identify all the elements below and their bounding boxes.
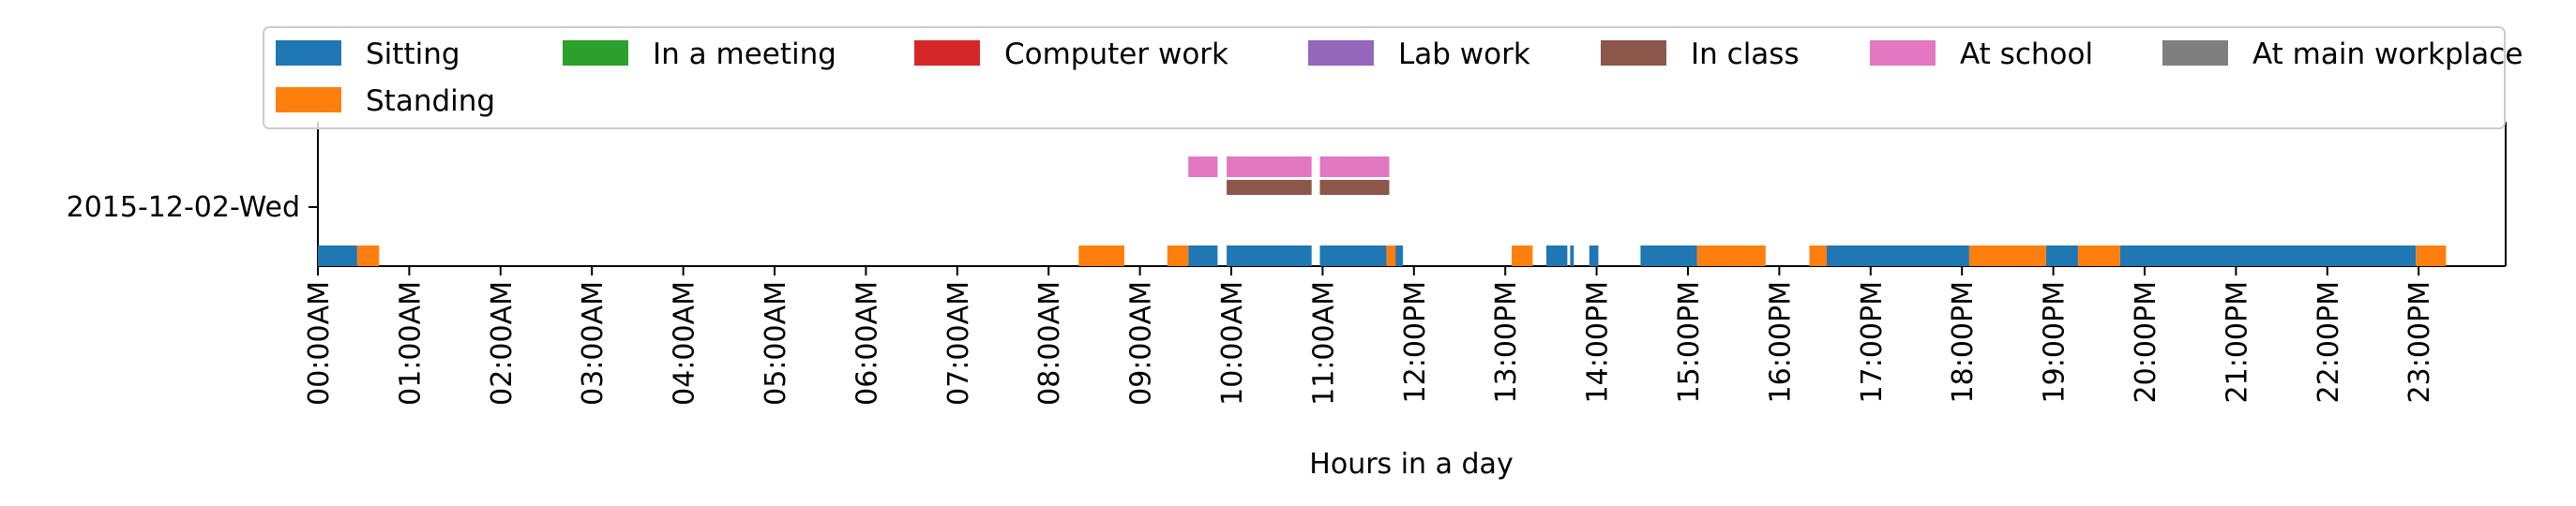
x-tick-label: 21:00PM — [2221, 281, 2253, 403]
x-tick-label: 18:00PM — [1947, 281, 1980, 403]
sitting-bar — [1546, 246, 1568, 266]
sitting-bar — [1570, 246, 1574, 266]
x-tick-label: 14:00PM — [1582, 281, 1615, 403]
computer-work-legend-swatch — [914, 40, 980, 66]
legend: Sitting In a meeting Computer work Lab work… — [263, 26, 2523, 129]
plot-area: 2015-12-02-Wed 00:00AM 01:00AM 02:00AM 03:0… — [67, 122, 2507, 481]
standing-bar — [1969, 246, 2046, 266]
x-tick-label: 09:00AM — [1125, 281, 1158, 406]
sitting-bar — [1640, 246, 1697, 266]
sitting-bar — [1227, 246, 1312, 266]
x-tick-label: 06:00AM — [851, 281, 883, 406]
at-school-bar — [1319, 156, 1390, 177]
standing-bar — [1167, 246, 1189, 266]
x-tick-label: 10:00AM — [1216, 281, 1249, 406]
x-tick-label: 00:00AM — [303, 281, 336, 406]
x-tick-label: 11:00AM — [1307, 281, 1340, 406]
legend-frame — [263, 26, 2506, 129]
in-class-legend-swatch — [1601, 40, 1666, 66]
standing-bar — [1078, 246, 1124, 266]
x-tick-label: 04:00AM — [669, 281, 701, 406]
standing-bar — [1696, 246, 1766, 266]
x-tick-label: 23:00PM — [2403, 281, 2436, 403]
in-class-bar — [1227, 180, 1312, 195]
x-tick-label: 02:00AM — [486, 281, 519, 406]
at-main-workplace-legend-swatch — [2162, 40, 2228, 66]
x-tick-label: 17:00PM — [1856, 281, 1889, 403]
x-tick-label: 20:00PM — [2130, 281, 2162, 403]
standing-legend-swatch — [276, 87, 341, 112]
x-tick-label: 16:00PM — [1764, 281, 1797, 403]
x-tick-label: 07:00AM — [942, 281, 975, 406]
x-tick-label: 15:00PM — [1673, 281, 1706, 403]
y-axis: 2015-12-02-Wed — [67, 191, 318, 224]
standing-legend-label: Standing — [366, 84, 495, 118]
at-main-workplace-legend-label: At main workplace — [2252, 37, 2523, 71]
standing-bar — [2077, 246, 2120, 266]
sitting-bar — [2119, 246, 2417, 266]
x-tick-label: 19:00PM — [2039, 281, 2071, 403]
in-class-legend-label: In class — [1691, 37, 1800, 71]
sitting-bar — [1188, 246, 1218, 266]
lab-work-legend-swatch — [1308, 40, 1374, 66]
x-tick-label: 01:00AM — [394, 281, 427, 406]
standing-bar — [356, 246, 380, 266]
sitting-legend-label: Sitting — [366, 37, 460, 71]
sitting-bar — [2045, 246, 2078, 266]
sitting-bar — [1393, 246, 1404, 266]
standing-bar — [2416, 246, 2447, 266]
x-tick-label: 03:00AM — [577, 281, 610, 406]
sitting-legend-swatch — [276, 40, 341, 66]
x-tick-label: 22:00PM — [2312, 281, 2345, 403]
x-tick-label: 05:00AM — [760, 281, 792, 406]
y-tick-label: 2015-12-02-Wed — [67, 191, 300, 224]
sitting-bar — [1589, 246, 1599, 266]
sitting-bar — [318, 246, 357, 266]
x-axis-title: Hours in a day — [1309, 448, 1513, 481]
x-tick-label: 12:00PM — [1399, 281, 1432, 403]
at-school-legend-label: At school — [1960, 37, 2093, 71]
lab-work-legend-label: Lab work — [1398, 37, 1530, 71]
at-school-bar — [1227, 156, 1312, 177]
x-axis: 00:00AM 01:00AM 02:00AM 03:00AM 04:00AM 05:00… — [303, 266, 2436, 406]
bars-group — [318, 156, 2447, 266]
sitting-bar — [1319, 246, 1387, 266]
in-a-meeting-legend-label: In a meeting — [653, 37, 836, 71]
computer-work-legend-label: Computer work — [1004, 37, 1228, 71]
at-school-legend-swatch — [1870, 40, 1936, 66]
sitting-bar — [1827, 246, 1969, 266]
standing-bar — [1809, 246, 1827, 266]
at-school-bar — [1188, 156, 1218, 177]
in-class-bar — [1319, 180, 1390, 195]
x-tick-label: 13:00PM — [1490, 281, 1523, 403]
in-a-meeting-legend-swatch — [563, 40, 628, 66]
x-tick-label: 08:00AM — [1033, 281, 1066, 406]
standing-bar — [1386, 246, 1396, 266]
standing-bar — [1512, 246, 1533, 266]
